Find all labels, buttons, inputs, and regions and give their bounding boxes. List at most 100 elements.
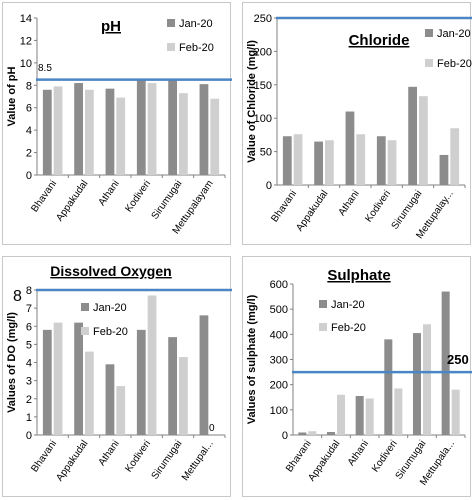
bar-feb-20-4: [419, 96, 428, 185]
x-tick-label: Mettupal...: [180, 438, 216, 483]
y-tick-label: 0: [26, 430, 32, 442]
bar-feb-20-2: [116, 97, 126, 175]
y-tick-label: 10: [20, 58, 32, 70]
bar-feb-20-5: [210, 98, 220, 175]
bar-feb-20-5: [451, 389, 460, 435]
y-axis-label: Value of pH: [6, 66, 18, 126]
bar-feb-20-2: [356, 134, 366, 185]
x-tick-label: Appakudal: [54, 178, 90, 223]
bar-jan-20-0: [42, 329, 52, 435]
legend-label-feb-20: Feb-20: [93, 326, 128, 338]
bar-jan-20-0: [282, 136, 292, 185]
bar-jan-20-3: [384, 339, 393, 435]
bar-feb-20-3: [147, 83, 157, 175]
bar-jan-20-0: [42, 89, 52, 175]
x-tick-label: Bhavani: [29, 438, 59, 474]
y-tick-label: 8: [26, 285, 32, 297]
legend-swatch-feb-20: [167, 43, 175, 51]
legend-swatch-feb-20: [81, 327, 89, 335]
bar-jan-20-4: [168, 78, 177, 175]
x-tick-label: Bhavani: [269, 188, 299, 224]
y-tick-label: 600: [270, 279, 288, 291]
y-tick-label: 4: [26, 125, 32, 137]
bar-jan-20-2: [345, 111, 355, 185]
bar-jan-20-0: [298, 432, 307, 435]
bar-feb-20-1: [85, 351, 94, 435]
y-tick-label: 12: [20, 35, 32, 47]
bar-jan-20-5: [439, 154, 449, 185]
y-tick-label: 500: [270, 304, 288, 316]
x-tick-label: Sirumugai: [150, 178, 185, 221]
x-tick-label: Kodiveri: [123, 178, 153, 214]
y-tick-label: 0: [26, 170, 32, 182]
bar-jan-20-3: [136, 329, 146, 435]
reference-line-label: 8.5: [38, 63, 52, 74]
bar-jan-20-1: [314, 141, 323, 185]
bar-feb-20-3: [387, 140, 397, 185]
y-tick-label: 6: [26, 321, 32, 333]
chart-chloride: 0 50 100 150 200 250 Value of Chloride (mg/l) B…: [246, 13, 472, 241]
bar-jan-20-1: [74, 322, 83, 435]
y-axis-label: Values of sulphate (mg/l): [246, 294, 258, 424]
x-tick-label: Kodiveri: [370, 438, 400, 474]
legend-swatch-feb-20: [425, 59, 433, 67]
bar-jan-20-5: [199, 84, 209, 175]
bar-feb-20-0: [53, 322, 63, 435]
x-tick-label: Athani: [346, 438, 371, 468]
x-tick-label: Sirumugai: [150, 438, 185, 481]
chart-panel-dissolved-oxygen: 0 1 2 3 4 5 6 7 8 Values of DO (mg/l) Bhavani Appak…: [2, 256, 232, 497]
x-tick-label: Kodiveri: [363, 188, 393, 224]
reference-line-label: 250: [447, 352, 469, 367]
chart-title: Sulphate: [327, 267, 390, 284]
bar-feb-20-4: [179, 357, 188, 435]
y-tick-label: 3: [26, 376, 32, 388]
bar-jan-20-4: [408, 86, 417, 185]
legend-label-feb-20: Feb-20: [437, 58, 472, 70]
y-tick-label: 8: [26, 80, 32, 92]
bar-jan-20-1: [326, 431, 335, 435]
bar-feb-20-4: [423, 324, 432, 435]
legend-swatch-jan-20: [167, 19, 175, 27]
x-tick-label: Appakudal: [54, 438, 90, 483]
bar-feb-20-3: [147, 295, 157, 435]
legend-label-jan-20: Jan-20: [93, 302, 127, 314]
legend-swatch-jan-20: [81, 303, 89, 311]
y-tick-label: 150: [254, 80, 272, 92]
legend-label-jan-20: Jan-20: [437, 28, 471, 40]
x-tick-label: Kodiveri: [123, 438, 153, 474]
legend-swatch-feb-20: [319, 323, 327, 331]
x-tick-label: Appakudal: [294, 188, 330, 233]
reference-line-label: 8: [13, 288, 22, 305]
y-tick-label: 250: [254, 13, 272, 25]
x-tick-label: Sirumugai: [390, 188, 425, 231]
y-tick-label: 300: [270, 355, 288, 367]
bar-jan-20-2: [105, 364, 115, 435]
bar-feb-20-1: [85, 89, 94, 175]
y-tick-label: 2: [26, 394, 32, 406]
bar-feb-20-0: [308, 431, 317, 435]
y-tick-label: 5: [26, 339, 32, 351]
y-tick-label: 50: [260, 147, 272, 159]
y-tick-label: 200: [254, 46, 272, 58]
y-tick-label: 14: [20, 13, 32, 25]
bar-jan-20-1: [74, 83, 83, 175]
y-tick-label: 400: [270, 329, 288, 341]
chart-sulphate: 0 100 200 300 400 500 600 Values of sulphate (m…: [246, 267, 472, 488]
x-tick-label: Bhavani: [29, 178, 59, 214]
x-tick-label: Athani: [97, 438, 122, 468]
y-tick-label: 2: [26, 148, 32, 160]
data-annotation: 0: [209, 423, 215, 434]
y-axis-label: Value of Chloride (mg/l): [246, 40, 258, 163]
bar-feb-20-1: [337, 394, 346, 435]
y-tick-label: 4: [26, 358, 32, 370]
bar-jan-20-5: [441, 291, 450, 435]
y-tick-label: 1: [26, 412, 32, 424]
bar-feb-20-0: [293, 134, 303, 185]
y-tick-label: 7: [26, 303, 32, 315]
chart-panel-ph: 0 2 4 6 8 10 12 14 Value of pH Bhavani Appakudal At…: [2, 2, 232, 245]
legend-label-feb-20: Feb-20: [331, 322, 366, 334]
chart-title: Dissolved Oxygen: [50, 263, 171, 279]
bar-feb-20-1: [325, 140, 334, 185]
